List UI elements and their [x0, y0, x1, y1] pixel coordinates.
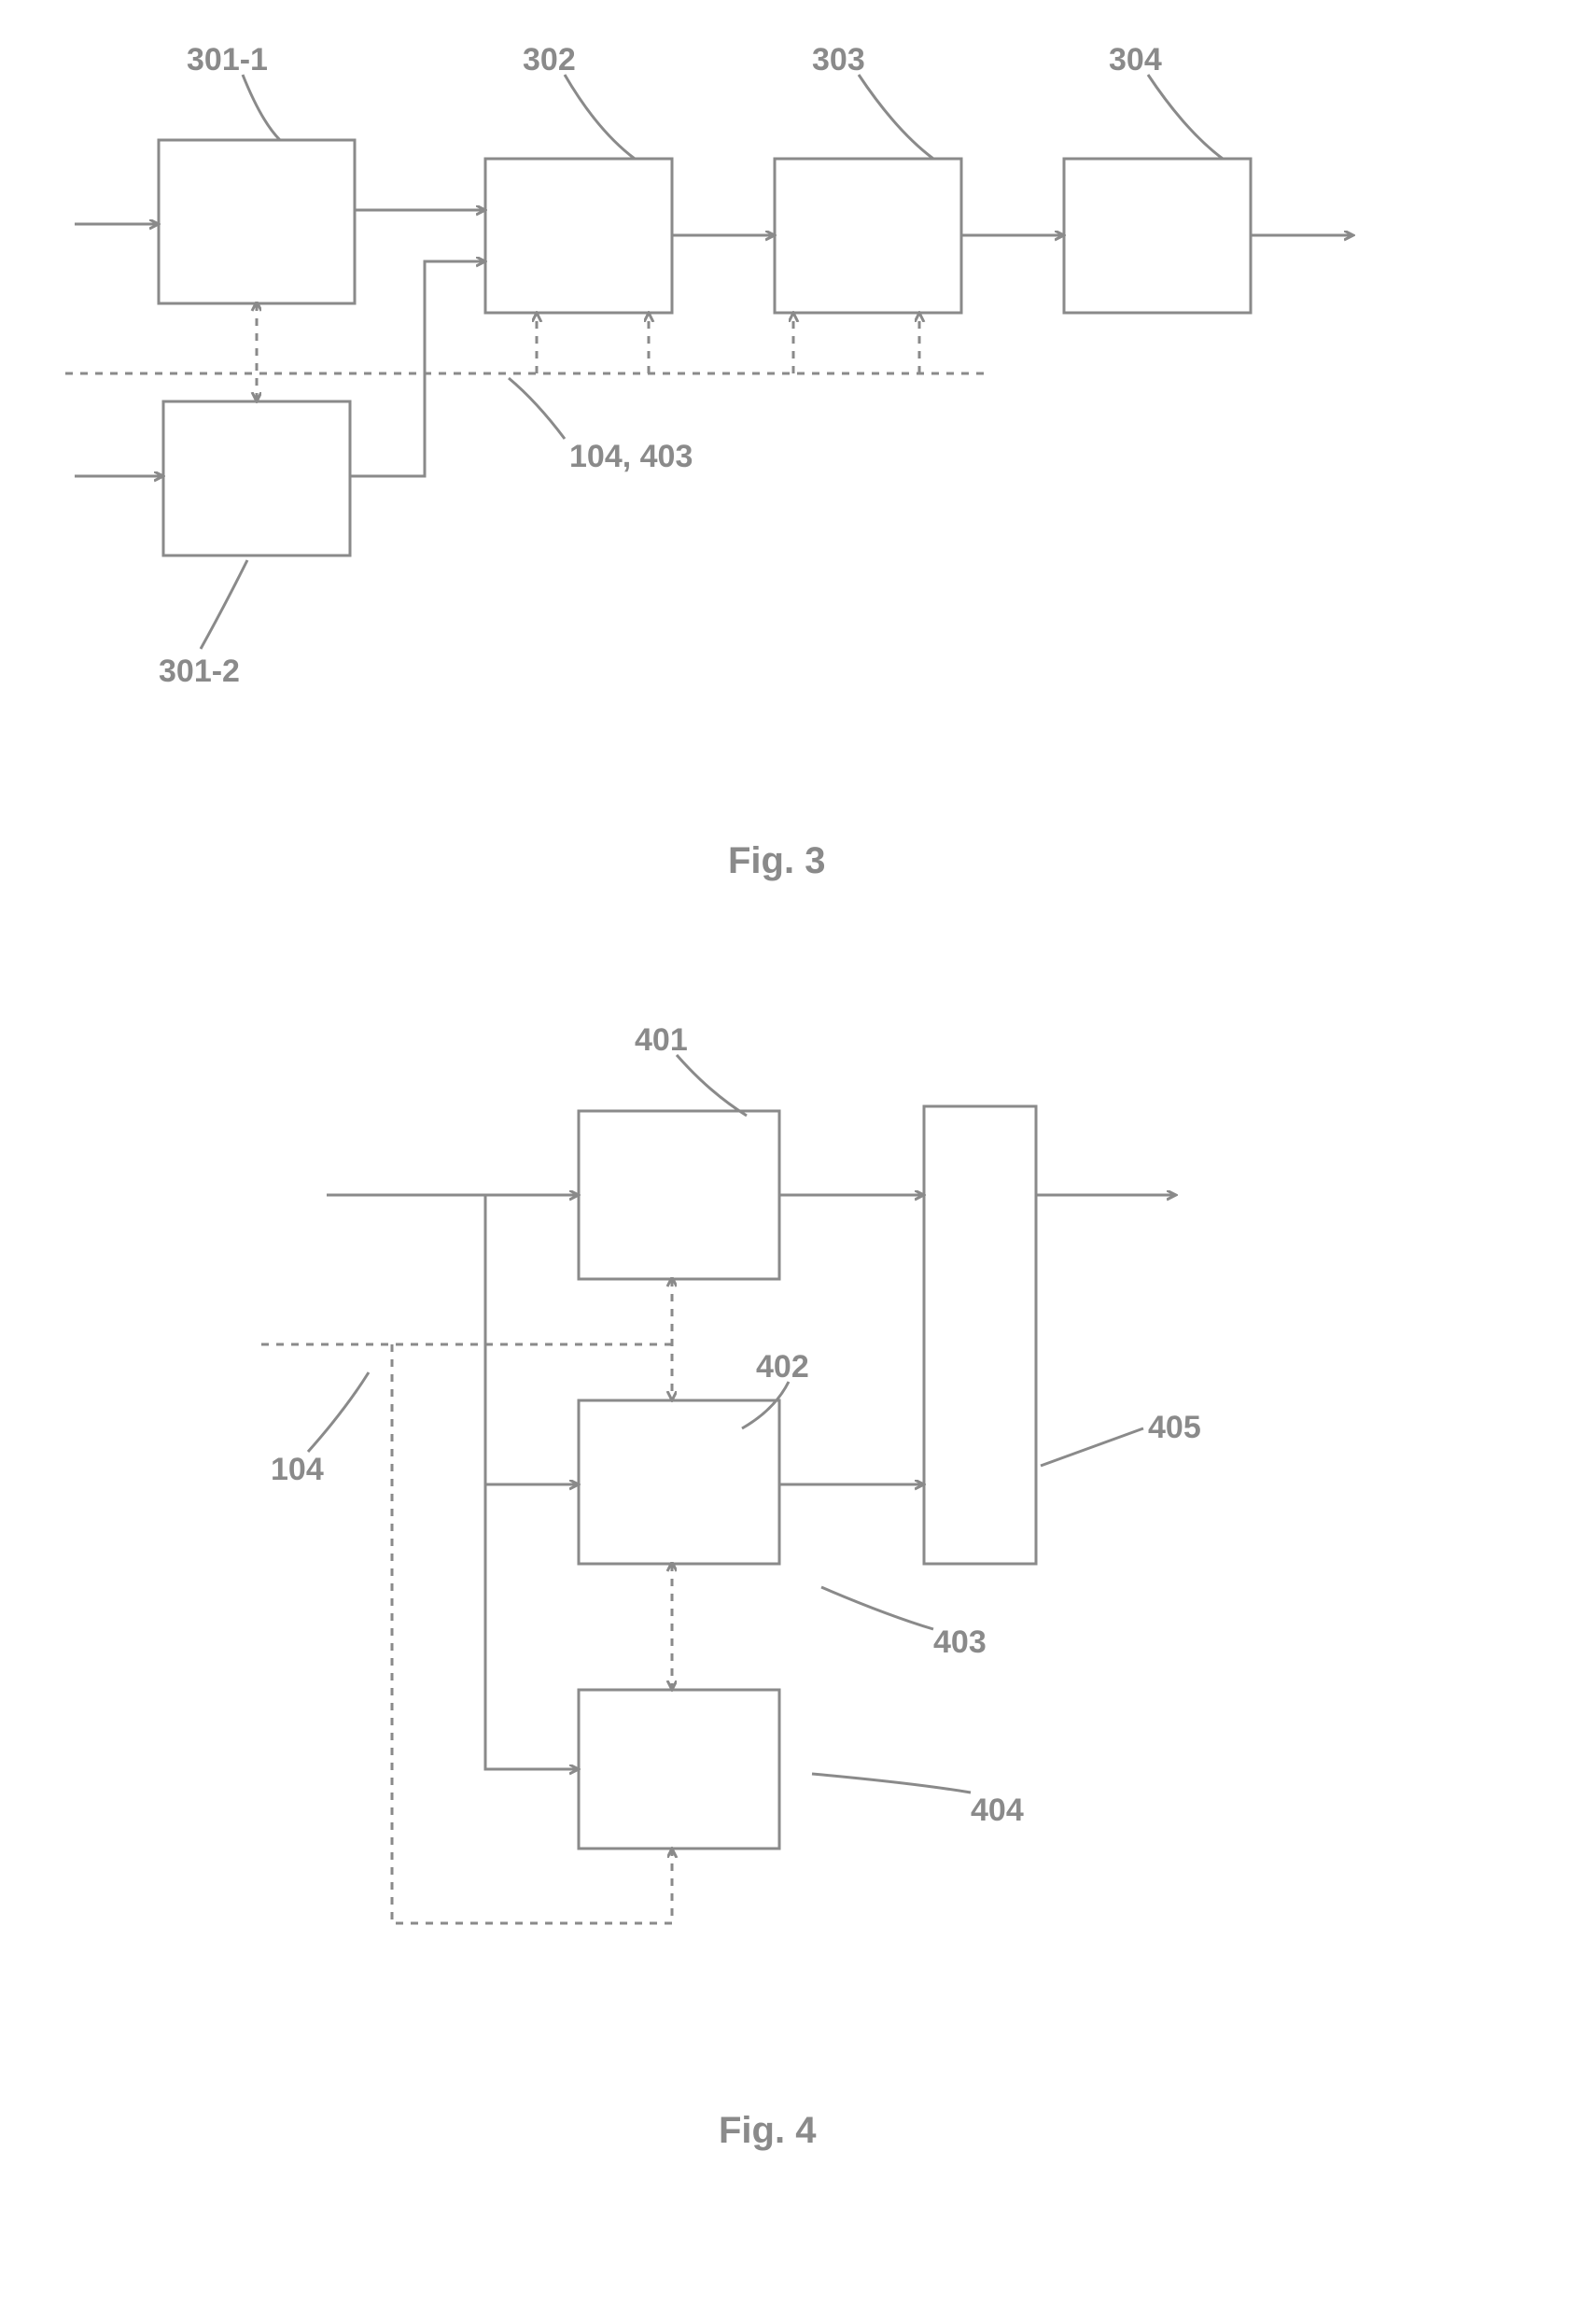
label-301-2: 301-2	[159, 654, 240, 690]
diagram-canvas	[0, 0, 1596, 2320]
caption-fig3: Fig. 3	[728, 840, 825, 882]
page: 301-1 302 303 304 301-2 104, 403 Fig. 3 …	[0, 0, 1596, 2320]
label-405: 405	[1148, 1410, 1201, 1446]
label-104-403: 104, 403	[569, 439, 693, 475]
label-404: 404	[971, 1793, 1024, 1829]
label-303: 303	[812, 42, 865, 78]
label-301-1: 301-1	[187, 42, 268, 78]
caption-fig4: Fig. 4	[719, 2110, 816, 2152]
label-401: 401	[635, 1022, 688, 1059]
label-403: 403	[933, 1624, 987, 1661]
label-304: 304	[1109, 42, 1162, 78]
label-402: 402	[756, 1349, 809, 1385]
label-104: 104	[271, 1452, 324, 1488]
label-302: 302	[523, 42, 576, 78]
